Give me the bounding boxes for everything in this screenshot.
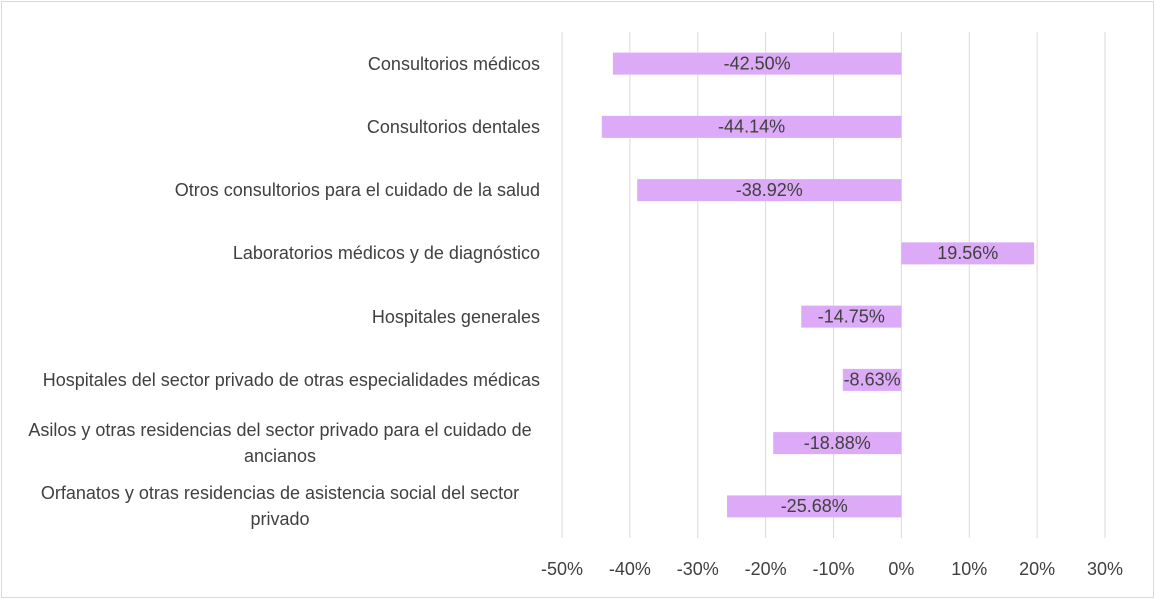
- x-tick-label: 30%: [1087, 559, 1123, 579]
- category-label-box: Consultorios dentales: [0, 97, 540, 157]
- category-label-box: Asilos y otras residencias del sector pr…: [0, 413, 540, 473]
- bar: [842, 368, 902, 391]
- x-tick-label: 10%: [951, 559, 987, 579]
- y-tick-label: Orfanatos y otras residencias de asisten…: [40, 483, 520, 530]
- category-label-box: Otros consultorios para el cuidado de la…: [0, 160, 540, 220]
- y-tick-label: Laboratorios médicos y de diagnóstico: [232, 243, 540, 264]
- x-tick-label: -40%: [609, 559, 651, 579]
- x-tick-label: 20%: [1019, 559, 1055, 579]
- bar: [901, 242, 1035, 265]
- value-label: -44.14%: [718, 117, 785, 137]
- bar: [727, 495, 902, 518]
- category-label-box: Laboratorios médicos y de diagnóstico: [0, 223, 540, 283]
- bar: [612, 52, 902, 75]
- category-label-box: Hospitales generales: [0, 287, 540, 347]
- bar: [601, 115, 902, 138]
- value-label: -14.75%: [818, 306, 885, 326]
- bar: [801, 305, 902, 328]
- x-tick-label: -50%: [541, 559, 583, 579]
- bar: [773, 432, 902, 455]
- category-label-box: Consultorios médicos: [0, 34, 540, 94]
- x-tick-label: -10%: [812, 559, 854, 579]
- value-label: -42.50%: [724, 53, 791, 73]
- category-label-box: Orfanatos y otras residencias de asisten…: [0, 476, 540, 536]
- x-tick-label: -30%: [677, 559, 719, 579]
- y-tick-label: Hospitales del sector privado de otras e…: [42, 369, 540, 390]
- x-tick-label: -20%: [745, 559, 787, 579]
- y-tick-label: Hospitales generales: [371, 306, 540, 327]
- value-label: -38.92%: [736, 180, 803, 200]
- value-label: -18.88%: [804, 433, 871, 453]
- bar: [637, 179, 902, 202]
- x-tick-label: 0%: [888, 559, 914, 579]
- y-tick-label: Consultorios dentales: [366, 116, 540, 137]
- y-tick-label: Otros consultorios para el cuidado de la…: [174, 180, 540, 201]
- value-label: -25.68%: [781, 496, 848, 516]
- value-label: -8.63%: [844, 370, 901, 390]
- value-label: 19.56%: [937, 243, 998, 263]
- category-label-box: Hospitales del sector privado de otras e…: [0, 350, 540, 410]
- y-tick-label: Consultorios médicos: [367, 53, 540, 74]
- y-tick-label: Asilos y otras residencias del sector pr…: [28, 420, 532, 467]
